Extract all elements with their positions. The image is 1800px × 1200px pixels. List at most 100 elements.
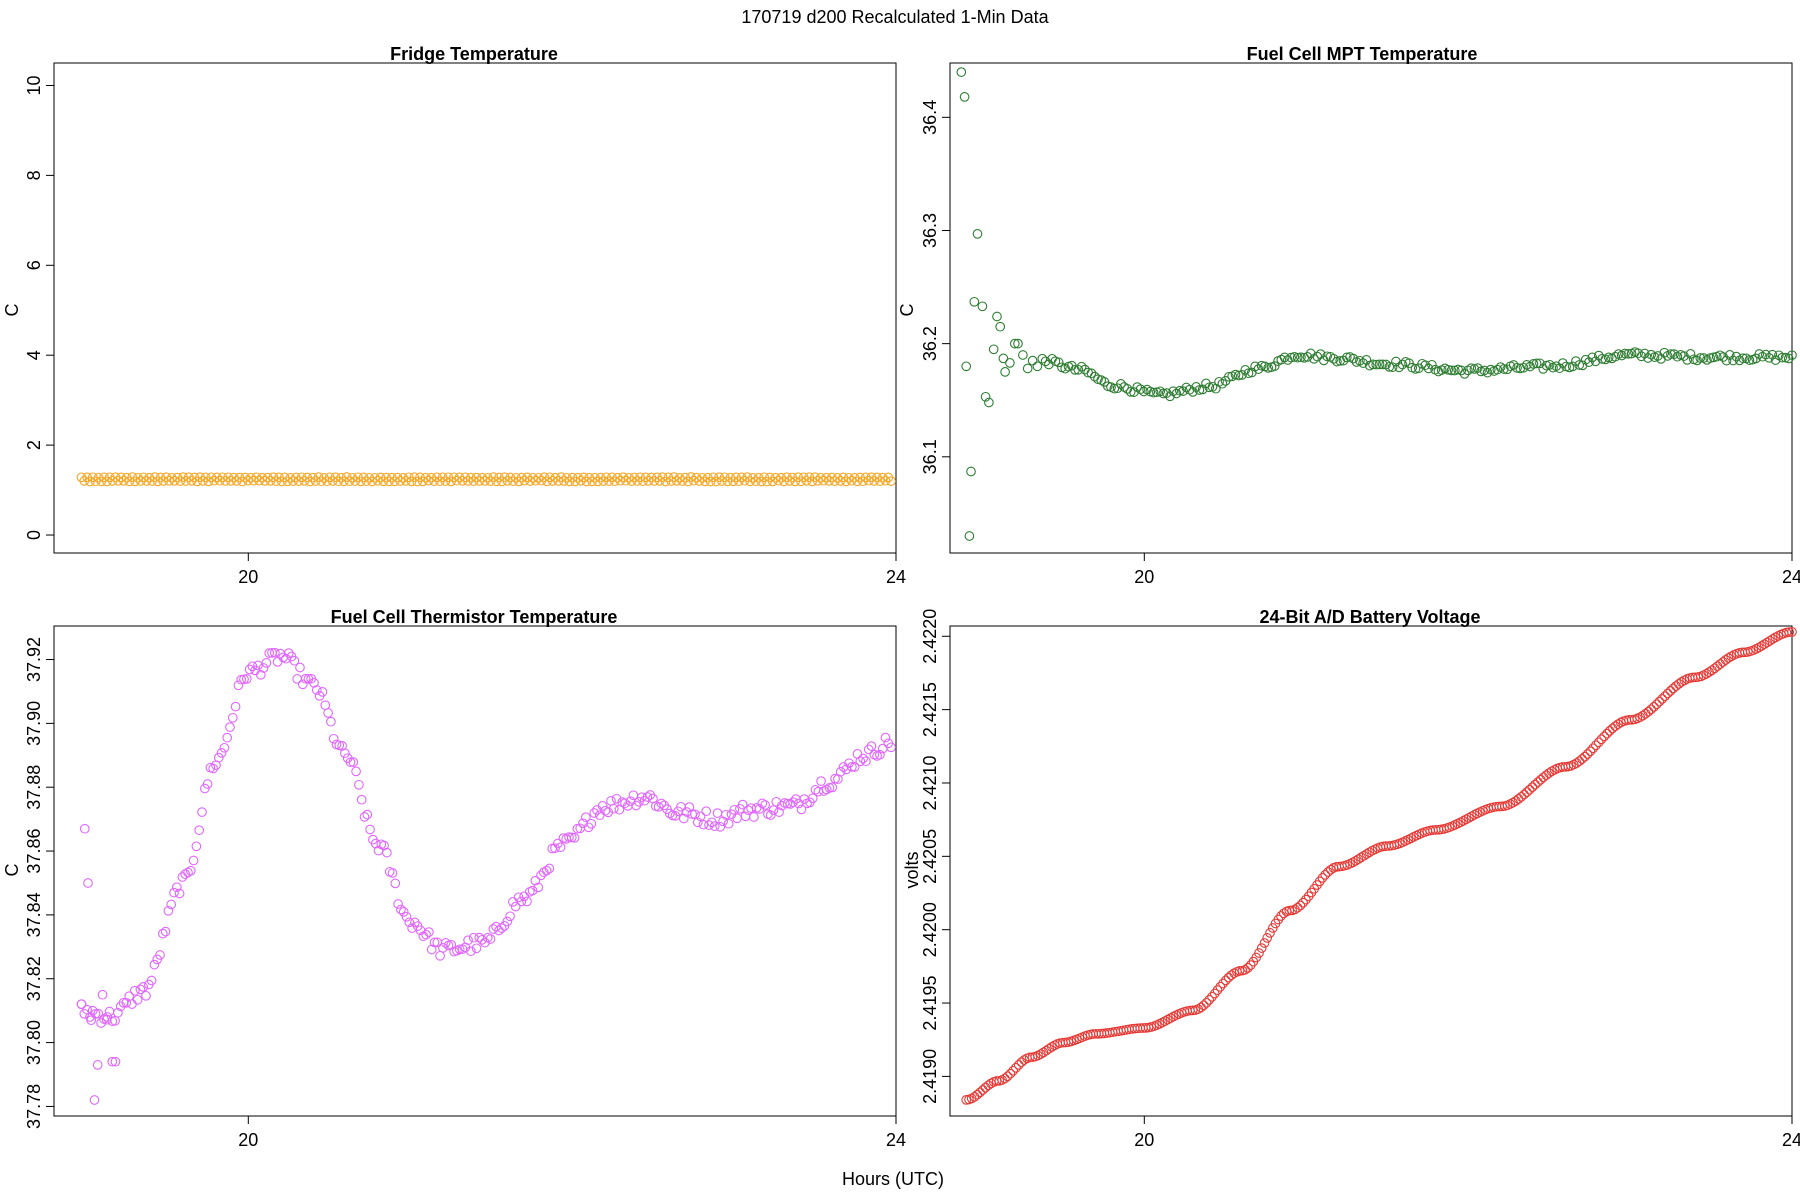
data-point bbox=[226, 723, 235, 732]
data-point bbox=[84, 879, 93, 888]
plot-title: Fuel Cell Thermistor Temperature bbox=[331, 607, 618, 627]
y-axis-label: C bbox=[2, 864, 22, 877]
y-tick-label: 2.4195 bbox=[920, 976, 940, 1031]
data-point bbox=[596, 811, 605, 820]
data-point bbox=[1669, 684, 1678, 693]
data-point bbox=[716, 823, 725, 832]
data-point bbox=[133, 996, 142, 1005]
data-point bbox=[394, 900, 403, 909]
data-point bbox=[363, 810, 372, 819]
x-tick-label: 24 bbox=[886, 1130, 906, 1150]
plot-title: Fuel Cell MPT Temperature bbox=[1247, 44, 1478, 64]
plot-frame bbox=[950, 63, 1792, 553]
data-point bbox=[402, 913, 411, 922]
data-point bbox=[724, 819, 733, 828]
data-point bbox=[1539, 773, 1548, 782]
data-point bbox=[229, 714, 238, 723]
data-point bbox=[1581, 752, 1590, 761]
y-tick-label: 36.4 bbox=[920, 100, 940, 135]
data-point bbox=[970, 298, 979, 307]
data-point bbox=[1293, 903, 1302, 912]
y-tick-label: 2.4215 bbox=[920, 682, 940, 737]
fuel-cell-thermistor-temperature-plot: Fuel Cell Thermistor Temperature C 20 24 3… bbox=[2, 607, 906, 1150]
data-point bbox=[1647, 705, 1656, 714]
data-point bbox=[542, 866, 551, 875]
data-point bbox=[1001, 1074, 1010, 1083]
y-tick-label: 10 bbox=[24, 75, 44, 95]
data-point bbox=[273, 658, 282, 667]
data-point bbox=[1023, 364, 1032, 373]
data-point bbox=[293, 675, 302, 684]
data-series bbox=[77, 648, 895, 1104]
y-tick-label: 37.80 bbox=[24, 1020, 44, 1065]
data-point bbox=[1006, 359, 1015, 368]
data-point bbox=[957, 68, 966, 77]
data-point bbox=[159, 929, 168, 938]
data-point bbox=[142, 992, 151, 1001]
data-point bbox=[967, 467, 976, 476]
data-point bbox=[766, 811, 775, 820]
data-point bbox=[360, 813, 369, 822]
data-point bbox=[1001, 368, 1010, 377]
y-axis-label: C bbox=[897, 304, 917, 317]
battery-voltage-plot: 24-Bit A/D Battery Voltage volts 20 24 2.4… bbox=[902, 607, 1800, 1150]
y-tick-label: 37.90 bbox=[24, 701, 44, 746]
data-point bbox=[1260, 939, 1269, 948]
data-point bbox=[131, 986, 140, 995]
y-tick-label: 37.84 bbox=[24, 892, 44, 937]
x-tick-label: 24 bbox=[1782, 1130, 1800, 1150]
y-tick-label: 36.2 bbox=[920, 326, 940, 361]
data-point bbox=[489, 925, 498, 934]
data-point bbox=[105, 1007, 114, 1016]
y-tick-label: 37.78 bbox=[24, 1084, 44, 1129]
data-point bbox=[352, 767, 361, 776]
x-tick-label: 20 bbox=[1134, 1130, 1154, 1150]
data-point bbox=[324, 709, 333, 718]
data-point bbox=[475, 933, 484, 942]
y-tick-label: 37.86 bbox=[24, 829, 44, 874]
y-axis-label: C bbox=[2, 304, 22, 317]
data-point bbox=[976, 1088, 985, 1097]
data-point bbox=[1536, 775, 1545, 784]
data-point bbox=[702, 807, 711, 816]
y-tick-label: 2.4200 bbox=[920, 902, 940, 957]
data-point bbox=[996, 322, 1005, 331]
data-point bbox=[1028, 356, 1037, 365]
data-point bbox=[220, 744, 229, 753]
plot-title: 24-Bit A/D Battery Voltage bbox=[1259, 607, 1480, 627]
y-tick-label: 2 bbox=[24, 440, 44, 450]
data-point bbox=[383, 848, 392, 857]
y-axis-label: volts bbox=[902, 851, 922, 888]
data-point bbox=[523, 897, 532, 906]
data-point bbox=[198, 808, 207, 817]
data-point bbox=[520, 892, 529, 901]
y-tick-label: 4 bbox=[24, 350, 44, 360]
data-point bbox=[223, 733, 232, 742]
data-point bbox=[713, 809, 722, 818]
figure: 170719 d200 Recalculated 1-Min Data Hour… bbox=[0, 0, 1800, 1200]
data-point bbox=[1716, 660, 1725, 669]
data-point bbox=[366, 825, 375, 834]
data-point bbox=[1523, 788, 1532, 797]
y-tick-label: 37.92 bbox=[24, 637, 44, 682]
data-point bbox=[464, 936, 473, 945]
data-point bbox=[1033, 362, 1042, 371]
data-point bbox=[962, 362, 971, 371]
data-point bbox=[231, 702, 240, 711]
y-tick-label: 2.4210 bbox=[920, 755, 940, 810]
data-point bbox=[978, 302, 987, 311]
x-tick-label: 20 bbox=[238, 1130, 258, 1150]
y-tick-label: 36.3 bbox=[920, 213, 940, 248]
y-tick-label: 0 bbox=[24, 530, 44, 540]
x-tick-label: 24 bbox=[886, 567, 906, 587]
data-point bbox=[439, 944, 448, 953]
data-point bbox=[506, 912, 515, 921]
data-point bbox=[189, 856, 198, 865]
data-point bbox=[981, 1083, 990, 1092]
data-point bbox=[93, 1061, 102, 1070]
data-point bbox=[970, 1093, 979, 1102]
data-point bbox=[128, 1000, 137, 1009]
data-point bbox=[979, 1086, 988, 1095]
data-point bbox=[1266, 929, 1275, 938]
data-point bbox=[993, 312, 1002, 321]
